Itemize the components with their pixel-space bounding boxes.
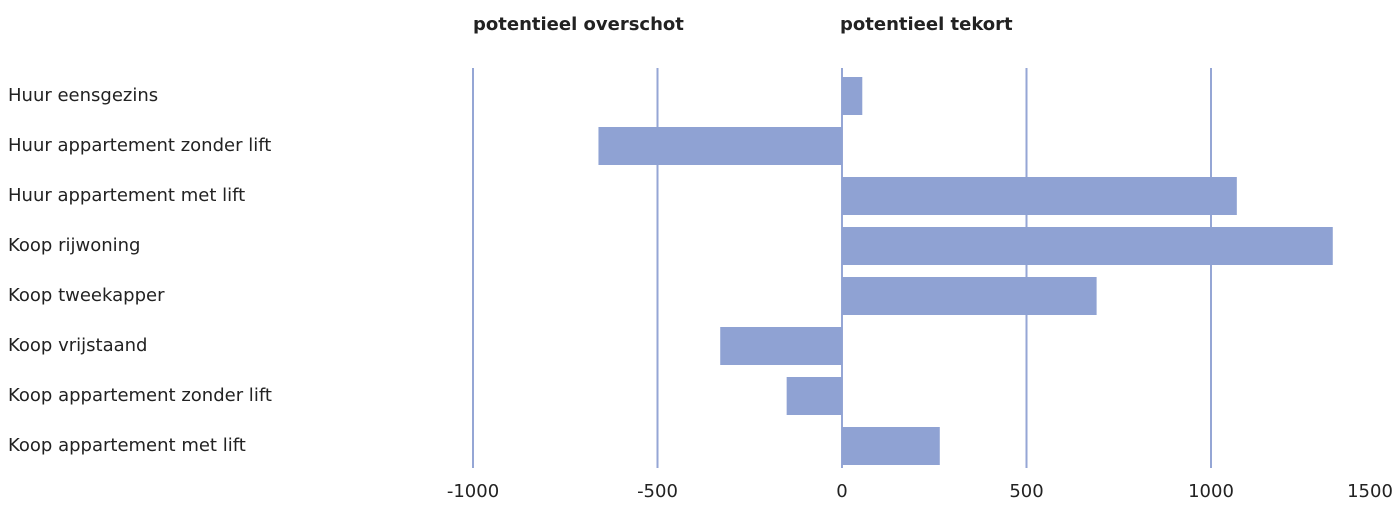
- bar: [842, 277, 1097, 315]
- bar: [598, 127, 842, 165]
- category-label: Koop rijwoning: [8, 235, 140, 256]
- bar: [842, 227, 1333, 265]
- category-label: Huur eensgezins: [8, 85, 158, 106]
- category-label: Koop appartement met lift: [8, 435, 246, 456]
- bar: [786, 377, 842, 415]
- category-label: Koop tweekapper: [8, 285, 165, 306]
- header-right: potentieel tekort: [840, 14, 1013, 35]
- bar: [842, 77, 863, 115]
- x-tick-label: 1000: [1188, 481, 1234, 502]
- x-tick-label: 500: [1009, 481, 1043, 502]
- category-label: Koop appartement zonder lift: [8, 385, 272, 406]
- category-label: Huur appartement met lift: [8, 185, 245, 206]
- header-left: potentieel overschot: [473, 14, 684, 35]
- x-tick-label: -500: [637, 481, 678, 502]
- category-label: Huur appartement zonder lift: [8, 135, 271, 156]
- bar: [842, 177, 1237, 215]
- bar: [720, 327, 842, 365]
- x-tick-label: 1500: [1347, 481, 1393, 502]
- category-label: Koop vrijstaand: [8, 335, 147, 356]
- bar: [842, 427, 940, 465]
- x-tick-label: 0: [836, 481, 847, 502]
- x-tick-label: -1000: [447, 481, 499, 502]
